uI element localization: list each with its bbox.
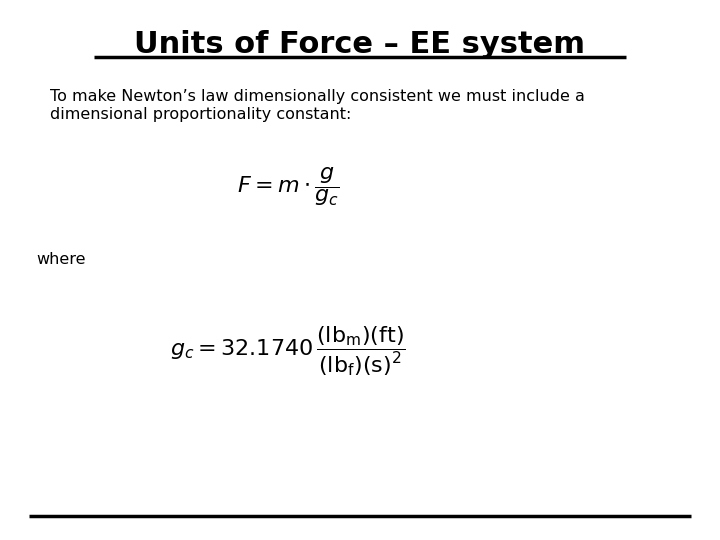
Text: To make Newton’s law dimensionally consistent we must include a
dimensional prop: To make Newton’s law dimensionally consi… [50, 89, 585, 122]
Text: $g_c = 32.1740\,\dfrac{(\mathrm{lb_m})(\mathrm{ft})}{(\mathrm{lb_f})(\mathrm{s}): $g_c = 32.1740\,\dfrac{(\mathrm{lb_m})(\… [170, 324, 406, 378]
Text: where: where [36, 252, 86, 267]
Text: $F = m \cdot \dfrac{g}{g_c}$: $F = m \cdot \dfrac{g}{g_c}$ [237, 165, 339, 208]
Text: Units of Force – EE system: Units of Force – EE system [135, 30, 585, 59]
